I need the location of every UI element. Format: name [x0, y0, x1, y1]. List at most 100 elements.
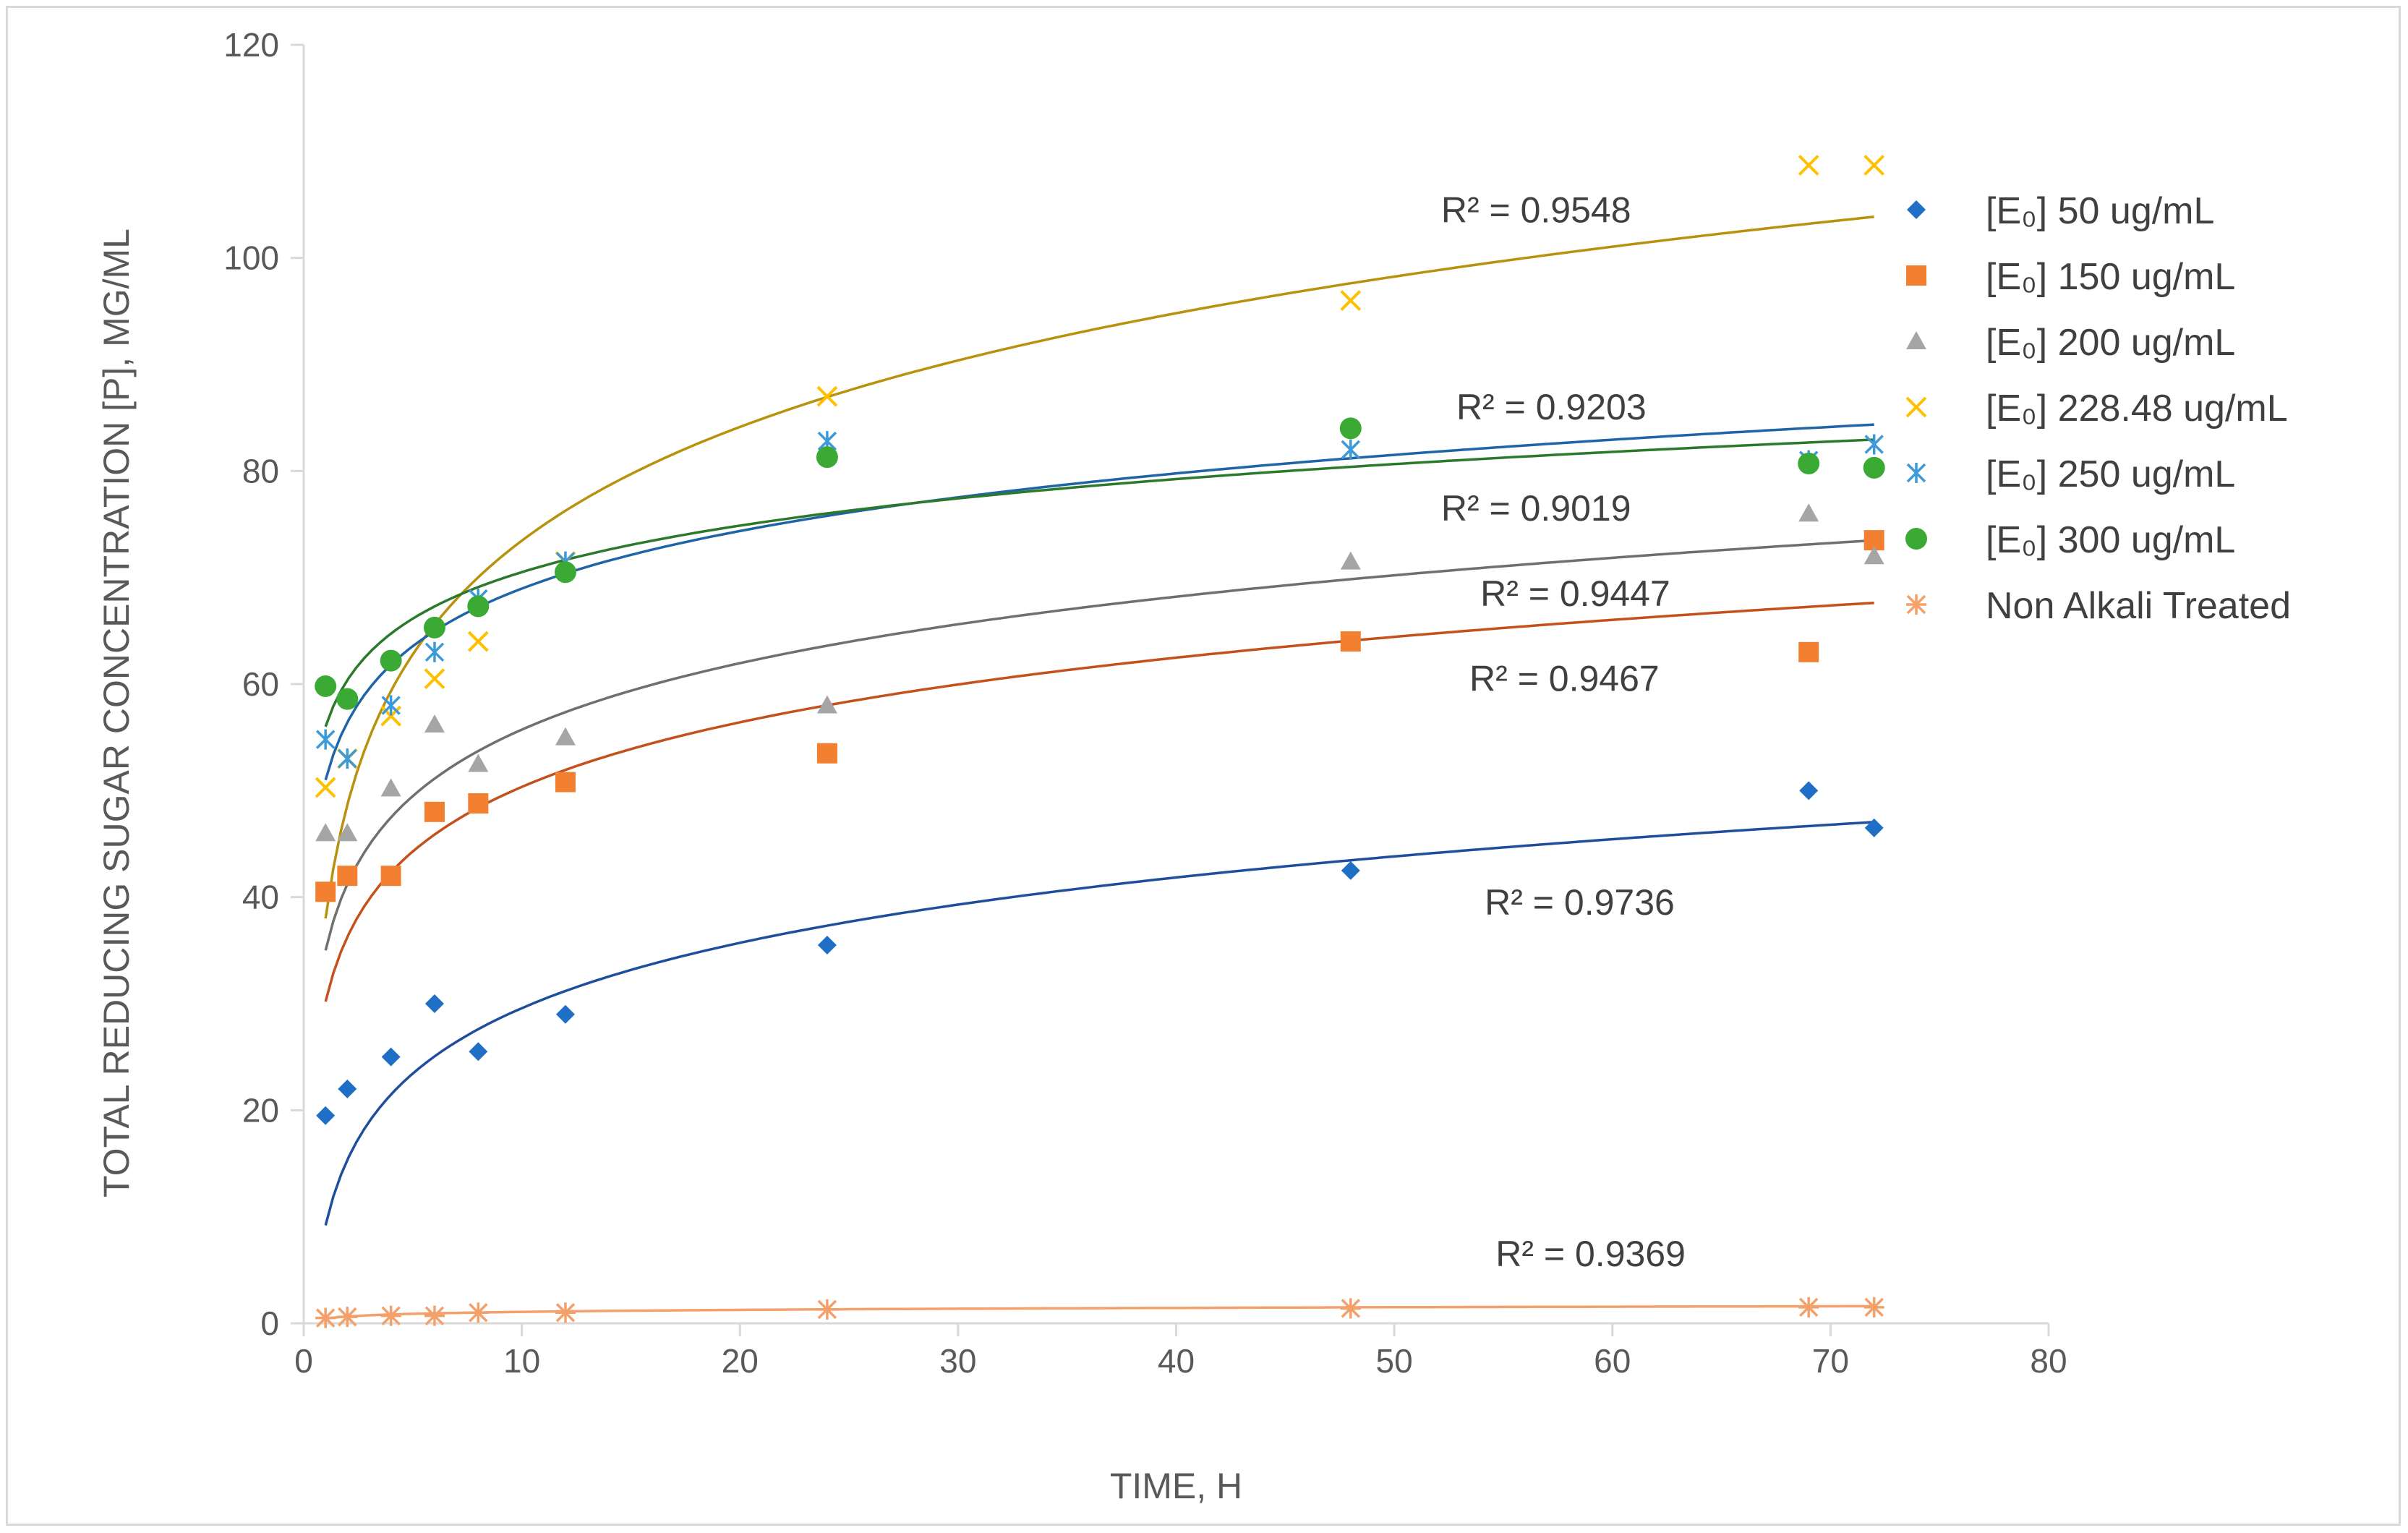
- legend-label: [E₀] 200 ug/mL: [1986, 322, 2235, 364]
- data-point: [1340, 1298, 1361, 1319]
- data-point: [467, 595, 490, 618]
- legend-label: Non Alkali Treated: [1986, 585, 2291, 627]
- data-point: [1798, 641, 1819, 662]
- legend-item: [E₀] 250 ug/mL: [1906, 453, 2235, 495]
- x-tick-label: 40: [1158, 1342, 1195, 1380]
- data-point: [316, 1106, 336, 1125]
- trendline-series-4: [324, 423, 1874, 781]
- x-tick-label: 70: [1812, 1342, 1849, 1380]
- y-tick-label: 20: [242, 1091, 279, 1129]
- x-tick-label: 10: [503, 1342, 540, 1380]
- data-point: [423, 616, 445, 639]
- data-point: [816, 385, 838, 407]
- y-axis-title: TOTAL REDUCING SUGAR CONCENTRATION [P], …: [96, 229, 137, 1197]
- legend-marker: [1906, 463, 1926, 483]
- data-point: [1798, 503, 1819, 522]
- r2-label: R² = 0.9369: [1495, 1234, 1686, 1274]
- data-point: [336, 688, 359, 710]
- legend-marker: [1906, 594, 1926, 615]
- trendlines: [324, 215, 1874, 1320]
- data-point: [1341, 439, 1361, 460]
- data-points: [315, 155, 1885, 1328]
- data-point: [337, 823, 358, 842]
- data-point: [381, 1047, 401, 1067]
- data-point: [380, 866, 401, 887]
- data-point: [555, 1004, 575, 1024]
- x-tick-label: 20: [722, 1342, 759, 1380]
- y-tick-label: 0: [260, 1304, 279, 1342]
- data-point: [337, 1307, 358, 1328]
- legend-label: [E₀] 50 ug/mL: [1986, 190, 2214, 232]
- legend-label: [E₀] 250 ug/mL: [1986, 453, 2235, 495]
- ticks: 0 20 40 60 80 100 120 0 10 20 30 40 50 60 70 80: [223, 26, 2067, 1380]
- data-point: [468, 793, 489, 814]
- data-point: [424, 641, 445, 662]
- y-tick-label: 100: [223, 239, 279, 277]
- data-point: [1799, 781, 1819, 800]
- data-point: [424, 994, 444, 1013]
- x-tick-label: 60: [1594, 1342, 1631, 1380]
- legend-item: [E₀] 228.48 ug/mL: [1905, 388, 2288, 430]
- r2-label: R² = 0.9736: [1485, 882, 1675, 923]
- data-point: [315, 729, 336, 750]
- data-point: [1340, 290, 1362, 312]
- data-point: [468, 1302, 489, 1323]
- data-point: [1340, 551, 1361, 570]
- data-point: [315, 777, 336, 798]
- r2-labels: R² = 0.9736 R² = 0.9467 R² = 0.9447 R² = 0.…: [1441, 189, 1686, 1274]
- legend-label: [E₀] 300 ug/mL: [1986, 519, 2235, 561]
- data-point: [338, 748, 357, 769]
- y-tick-label: 120: [223, 26, 279, 64]
- data-point: [1863, 456, 1885, 479]
- data-point: [1864, 434, 1884, 455]
- legend-marker: [1905, 528, 1927, 550]
- series-6-points: [315, 1297, 1884, 1328]
- data-point: [469, 1042, 488, 1062]
- legend-marker: [1905, 396, 1927, 418]
- r2-label: R² = 0.9467: [1469, 659, 1660, 699]
- data-point: [817, 935, 837, 955]
- trendline-series-2: [324, 539, 1874, 951]
- trendline-series-5: [324, 438, 1874, 727]
- data-point: [424, 1305, 445, 1326]
- data-point: [380, 705, 402, 727]
- y-tick-label: 40: [242, 879, 279, 916]
- data-point: [424, 714, 445, 733]
- r2-label: R² = 0.9548: [1441, 189, 1631, 230]
- data-point: [315, 1307, 336, 1328]
- legend-label: [E₀] 228.48 ug/mL: [1986, 388, 2288, 430]
- data-point: [380, 1305, 401, 1326]
- data-point: [555, 1302, 576, 1323]
- data-point: [381, 695, 401, 716]
- series-0-points: [316, 781, 1884, 1125]
- data-point: [338, 1079, 357, 1098]
- x-tick-label: 80: [2030, 1342, 2067, 1380]
- data-point: [380, 649, 402, 672]
- legend-item: [E₀] 200 ug/mL: [1906, 322, 2235, 364]
- data-point: [380, 778, 401, 797]
- data-point: [1864, 818, 1884, 837]
- axes: [302, 45, 2049, 1325]
- legend-label: [E₀] 150 ug/mL: [1986, 256, 2235, 298]
- legend: [E₀] 50 ug/mL [E₀] 150 ug/mL [E₀] 200 ug/m…: [1905, 190, 2291, 627]
- data-point: [1863, 546, 1884, 565]
- legend-item: Non Alkali Treated: [1906, 585, 2291, 627]
- data-point: [337, 866, 358, 887]
- data-point: [424, 801, 445, 822]
- legend-marker: [1906, 265, 1926, 286]
- x-tick-label: 0: [294, 1342, 313, 1380]
- data-point: [816, 743, 837, 764]
- data-point: [1798, 453, 1820, 475]
- data-point: [467, 631, 489, 652]
- data-point: [1340, 631, 1361, 652]
- data-point: [1863, 155, 1885, 176]
- x-tick-label: 30: [939, 1342, 976, 1380]
- legend-marker: [1907, 200, 1926, 219]
- trendline-series-0: [324, 821, 1874, 1226]
- series-1-points: [315, 530, 1884, 902]
- data-point: [1863, 1297, 1884, 1318]
- y-tick-label: 60: [242, 665, 279, 703]
- chart-frame: [6, 6, 2401, 1526]
- r2-label: R² = 0.9019: [1441, 488, 1631, 529]
